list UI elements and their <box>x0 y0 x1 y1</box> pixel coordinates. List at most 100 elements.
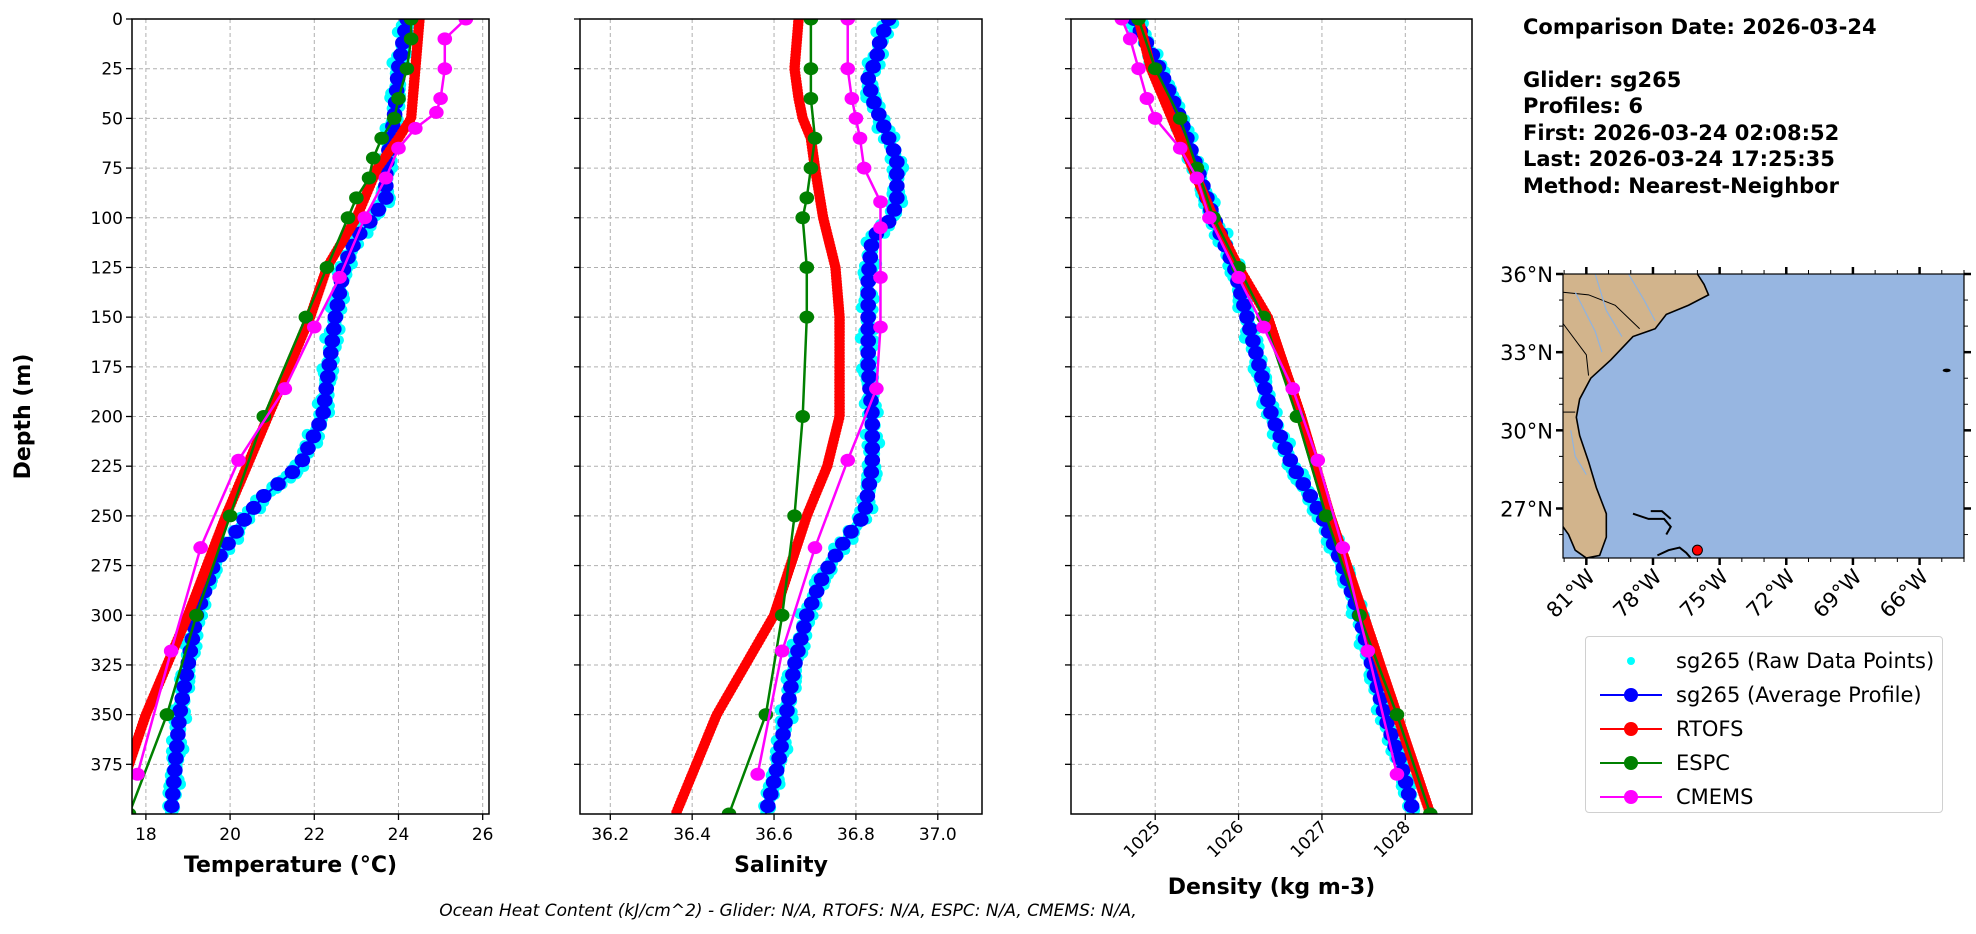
map-lat-label: 36°N <box>1500 263 1553 287</box>
data-point <box>787 655 803 670</box>
data-point <box>844 92 860 105</box>
data-point <box>391 141 406 155</box>
data-point <box>803 161 819 175</box>
island-bermuda <box>1942 368 1951 373</box>
data-point <box>859 489 876 503</box>
data-point <box>750 767 765 781</box>
data-point <box>171 715 187 730</box>
data-point <box>1285 382 1301 396</box>
data-point <box>760 799 776 814</box>
data-point <box>860 345 876 360</box>
series-line <box>727 19 817 814</box>
data-point <box>721 807 737 814</box>
y-tick-label: 75 <box>101 159 123 179</box>
island <box>1632 512 1672 536</box>
data-point <box>326 322 342 337</box>
data-point <box>168 751 184 766</box>
data-point <box>1147 62 1163 76</box>
data-point <box>170 727 186 742</box>
legend-item: sg265 (Average Profile) <box>1586 678 1942 712</box>
data-point <box>1400 787 1417 802</box>
data-point <box>863 465 880 480</box>
info-panel: Comparison Date: 2026-03-24 Glider: sg26… <box>1523 14 1877 199</box>
data-point <box>1147 111 1163 125</box>
data-point <box>220 536 236 551</box>
data-point <box>774 608 790 622</box>
data-point <box>316 393 333 408</box>
data-point <box>132 808 137 814</box>
glider-position-marker <box>1691 544 1703 556</box>
data-layer <box>671 19 910 814</box>
data-point <box>803 19 819 26</box>
data-point <box>236 512 253 527</box>
data-point <box>119 775 130 784</box>
data-point <box>393 47 409 62</box>
data-point <box>365 151 381 165</box>
data-point <box>777 715 793 730</box>
data-point <box>871 35 888 50</box>
legend-item: ESPC <box>1586 746 1942 780</box>
data-point <box>871 107 887 122</box>
data-point <box>864 441 881 456</box>
data-point <box>866 95 882 110</box>
data-point <box>783 679 799 694</box>
data-point <box>840 19 856 26</box>
data-point <box>178 667 195 682</box>
series-sg265-average-profile- <box>164 19 415 814</box>
data-point <box>429 105 444 119</box>
legend-symbol <box>1596 685 1666 705</box>
data-point <box>1263 405 1279 420</box>
river <box>1570 430 1587 475</box>
data-point <box>298 310 314 324</box>
island <box>1656 546 1692 559</box>
data-point <box>793 632 809 647</box>
data-layer <box>1114 19 1438 814</box>
y-tick-label: 375 <box>91 755 123 775</box>
ocean-heat-content-note: Ocean Heat Content (kJ/cm^2) - Glider: N… <box>439 901 1137 921</box>
first-time: First: 2026-03-24 02:08:52 <box>1523 120 1840 145</box>
data-point <box>807 131 823 145</box>
data-point <box>807 541 823 555</box>
data-point <box>863 238 880 253</box>
data-point <box>795 410 810 423</box>
data-point <box>132 768 133 772</box>
data-point <box>172 703 189 718</box>
data-point <box>386 111 402 125</box>
data-point <box>132 767 145 781</box>
data-point <box>1139 92 1155 105</box>
data-point <box>378 171 394 185</box>
data-point <box>109 805 120 814</box>
x-axis-label: Density (kg m-3) <box>1168 875 1376 900</box>
data-point <box>860 333 876 348</box>
data-point <box>458 19 474 26</box>
data-point <box>361 171 377 185</box>
series-espc <box>721 19 823 814</box>
data-point <box>1231 270 1246 284</box>
data-point <box>840 453 856 467</box>
data-point <box>433 92 448 105</box>
data-point <box>889 178 905 193</box>
x-tick-label: 22 <box>303 825 325 845</box>
x-tick-label: 1025 <box>1120 817 1165 862</box>
data-point <box>768 763 785 778</box>
data-point <box>245 500 262 515</box>
data-point <box>860 71 876 86</box>
data-point <box>853 512 869 527</box>
data-point <box>108 808 119 817</box>
series-espc <box>132 19 419 814</box>
legend-item: sg265 (Raw Data Points) <box>1586 644 1942 678</box>
data-point <box>860 298 876 313</box>
data-point <box>389 71 406 86</box>
data-point <box>860 310 876 325</box>
x-tick-label: 20 <box>219 825 241 845</box>
river <box>1628 273 1656 322</box>
x-tick-label: 18 <box>135 825 157 845</box>
data-point <box>773 739 789 754</box>
data-point <box>399 62 415 76</box>
data-point <box>163 644 179 658</box>
x-tick-label: 26 <box>472 825 494 845</box>
data-point <box>848 111 864 125</box>
profile-count: Profiles: 6 <box>1523 94 1644 118</box>
data-point <box>1375 703 1392 718</box>
